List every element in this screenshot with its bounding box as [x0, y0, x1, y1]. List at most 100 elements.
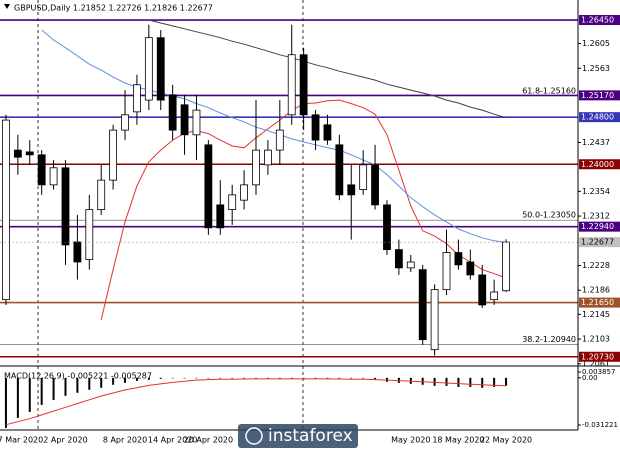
macd-bar — [243, 377, 246, 379]
macd-bar — [171, 377, 174, 379]
level-label-box — [579, 159, 620, 170]
candle-body — [216, 204, 225, 229]
candle-body — [73, 241, 82, 263]
y-tick-label: 1.2563 — [582, 64, 610, 73]
x-tick-label: 2 Apr 2020 — [43, 436, 87, 445]
macd-bar — [147, 377, 150, 380]
candle-body — [144, 37, 153, 101]
candle-body — [454, 252, 463, 266]
macd-bar — [28, 377, 31, 412]
x-tick-label: 22 May 2020 — [480, 436, 532, 445]
macd-bar — [183, 377, 186, 379]
macd-bar — [362, 377, 365, 379]
candle-body — [37, 154, 46, 186]
macd-bar — [52, 377, 55, 400]
candle-body — [418, 269, 427, 341]
x-tick-label: 8 Apr 2020 — [103, 436, 147, 445]
candle-body — [180, 104, 189, 136]
macd-bar — [374, 377, 377, 380]
macd-bar — [302, 377, 305, 379]
macd-bar — [231, 377, 234, 379]
macd-bar — [314, 377, 317, 379]
macd-bar — [40, 377, 43, 405]
fib-label: 61.8-1.25160 — [522, 86, 576, 95]
candle-body — [61, 167, 70, 246]
macd-y-tick-label: -0.031221 — [582, 421, 618, 429]
level-label: 1.24800 — [581, 113, 614, 122]
candle-body — [430, 289, 439, 351]
macd-bar — [290, 377, 293, 379]
macd-bar — [445, 377, 448, 386]
y-tick-label: 1.2605 — [582, 39, 610, 48]
candle-body — [442, 252, 451, 291]
candle-body — [502, 241, 510, 292]
level-label: 1.24000 — [581, 160, 614, 169]
candle-body — [85, 209, 94, 261]
y-tick-label: 1.2103 — [582, 335, 610, 344]
level-label-box — [579, 90, 620, 101]
candle-body — [252, 149, 260, 186]
candle-body — [2, 119, 10, 301]
candle-body — [13, 149, 22, 158]
fib-label: 38.2-1.20940 — [522, 335, 576, 344]
candle-body — [275, 129, 284, 151]
macd-bar — [350, 377, 353, 379]
level-label-box — [579, 297, 620, 308]
macd-bar — [124, 377, 127, 383]
macd-bar — [469, 377, 472, 387]
level-label: 1.25170 — [581, 91, 614, 100]
macd-bar — [159, 377, 162, 379]
y-tick-label: 1.2312 — [582, 212, 610, 221]
macd-bar — [64, 377, 67, 396]
candle-body — [311, 114, 320, 141]
macd-signal — [5, 378, 507, 426]
macd-bar — [255, 377, 257, 379]
x-tick-label: 20 Apr 2020 — [184, 436, 233, 445]
candle-body — [168, 94, 177, 131]
candle-body — [192, 109, 201, 136]
macd-bar — [195, 377, 198, 379]
x-tick-label: 18 May 2020 — [432, 436, 484, 445]
candle-body — [49, 167, 58, 186]
candle-body — [478, 274, 487, 306]
macd-y-tick-label: 0.00 — [582, 374, 598, 382]
chart-title: GBPUSD,Daily 1.21852 1.22726 1.21826 1.2… — [14, 4, 213, 13]
macd-bar — [493, 377, 496, 387]
candle-body — [133, 84, 141, 113]
fib-label: 50.0-1.23050 — [522, 211, 576, 220]
candle-body — [240, 184, 248, 201]
level-label: 1.21650 — [581, 298, 614, 307]
macd-bar — [433, 377, 436, 386]
macd-bar — [219, 377, 222, 379]
candle-body — [156, 37, 165, 101]
candle-body — [347, 184, 356, 196]
level-label-box — [579, 112, 620, 123]
candle-body — [109, 129, 118, 181]
candle-body — [371, 164, 379, 206]
candle-body — [323, 124, 332, 141]
macd-title: MACD(12,26,9) -0.005221 -0.005287 — [4, 372, 152, 381]
watermark-box — [238, 424, 358, 448]
candle-body — [25, 151, 34, 156]
candle-body — [406, 261, 415, 269]
level-label-box — [579, 351, 620, 362]
current-price-label: 1.22677 — [581, 238, 614, 247]
macd-bar — [207, 377, 210, 379]
macd-bar — [135, 377, 138, 381]
candle-body — [204, 144, 213, 229]
y-tick-label: 1.2186 — [582, 286, 610, 295]
macd-bar — [16, 377, 19, 418]
candle-body — [335, 144, 344, 196]
candle-body — [394, 249, 403, 269]
level-label: 1.22940 — [581, 222, 614, 231]
macd-bar — [100, 377, 103, 388]
x-tick-label: 14 Apr 2020 — [148, 436, 197, 445]
macd-bar — [4, 377, 7, 428]
y-tick-label: 1.2061 — [582, 359, 610, 368]
macd-bar — [278, 377, 281, 379]
y-tick-label: 1.2437 — [582, 138, 610, 147]
candle-body — [228, 194, 237, 210]
candle-body — [299, 54, 308, 116]
